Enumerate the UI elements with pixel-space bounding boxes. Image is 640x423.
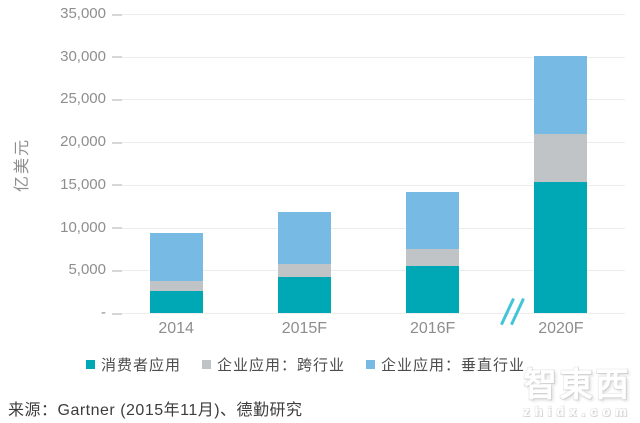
legend-swatch-icon xyxy=(202,360,212,369)
bar-segment xyxy=(149,291,203,313)
stacked-bar-2014 xyxy=(149,232,203,313)
y-tick-label: 20,000 xyxy=(60,133,106,151)
stacked-bar-2020F xyxy=(534,55,588,313)
y-tick-label: 15,000 xyxy=(60,175,106,193)
gridline xyxy=(112,14,625,15)
watermark: 智東西 zhidx.com xyxy=(523,366,632,420)
legend-label: 企业应用：跨行业 xyxy=(217,357,346,374)
legend-label: 企业应用：垂直行业 xyxy=(381,357,526,374)
watermark-logo-text: 智東西 xyxy=(523,366,632,403)
gridline xyxy=(112,99,625,101)
y-axis-tick xyxy=(112,269,122,272)
bar-segment xyxy=(149,232,203,282)
gridline xyxy=(112,142,625,144)
stacked-bar-2015F xyxy=(277,211,331,313)
x-tick-label-2016F: 2016F xyxy=(409,320,456,337)
y-tick-label: - xyxy=(101,304,106,321)
legend-label: 消费者应用 xyxy=(101,357,182,374)
gridline xyxy=(112,56,625,58)
source-note: 来源：Gartner (2015年11月)、德勤研究 xyxy=(8,402,303,419)
y-tick-label: 5,000 xyxy=(68,261,106,279)
gridline xyxy=(112,270,625,272)
y-axis-tick xyxy=(112,141,122,144)
y-axis-tick xyxy=(112,13,122,16)
stacked-bar-2016F xyxy=(406,192,460,313)
y-tick-label: 10,000 xyxy=(60,218,106,236)
watermark-url-text: zhidx.com xyxy=(523,404,632,419)
legend-item: 消费者应用 xyxy=(86,354,181,375)
x-tick-label-2014: 2014 xyxy=(158,320,194,337)
y-axis-tick xyxy=(112,312,122,315)
y-tick-label: 30,000 xyxy=(60,47,106,65)
y-axis-tick xyxy=(112,227,122,230)
y-axis-tick xyxy=(112,56,122,59)
bar-segment xyxy=(277,264,331,278)
y-tick-label: 35,000 xyxy=(60,5,106,22)
y-axis-tick xyxy=(112,184,122,187)
x-tick-label-2020F: 2020F xyxy=(538,320,584,337)
y-axis-tick xyxy=(112,98,122,101)
bar-segment xyxy=(534,55,588,134)
legend-swatch-icon xyxy=(86,360,95,369)
bar-segment xyxy=(406,249,460,267)
bar-segment xyxy=(534,133,588,182)
legend-item: 企业应用：跨行业 xyxy=(202,354,345,375)
x-tick-label-2015F: 2015F xyxy=(281,320,328,337)
gridline xyxy=(112,313,625,314)
bar-segment xyxy=(406,192,460,250)
bar-segment xyxy=(277,277,331,313)
legend-swatch-icon xyxy=(366,360,376,369)
chart-legend: 消费者应用 企业应用：跨行业 企业应用：垂直行业 xyxy=(86,354,525,375)
y-tick-label: 25,000 xyxy=(60,90,106,108)
bar-segment xyxy=(406,266,460,313)
plot-area xyxy=(112,13,625,326)
bar-segment xyxy=(149,281,203,292)
bar-segment xyxy=(534,181,588,313)
gridline xyxy=(112,184,625,186)
bar-segment xyxy=(277,211,331,265)
gridline xyxy=(112,227,625,229)
legend-item: 企业应用：垂直行业 xyxy=(366,354,525,375)
